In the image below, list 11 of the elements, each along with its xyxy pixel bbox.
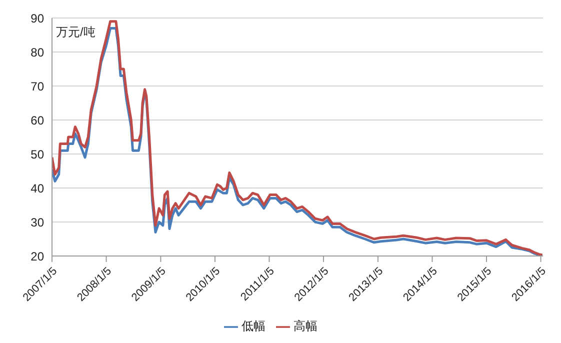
y-tick-label: 30 xyxy=(30,215,44,230)
y-tick-label: 90 xyxy=(30,11,44,26)
y-tick-label: 80 xyxy=(30,45,44,60)
y-tick-label: 60 xyxy=(30,113,44,128)
y-tick-label: 40 xyxy=(30,181,44,196)
y-tick-label: 20 xyxy=(30,249,44,264)
y-tick-label: 70 xyxy=(30,79,44,94)
y-tick-label: 50 xyxy=(30,147,44,162)
legend-label: 高幅 xyxy=(294,319,318,333)
legend-label: 低幅 xyxy=(242,319,266,333)
y-axis-title: 万元/吨 xyxy=(56,24,96,41)
